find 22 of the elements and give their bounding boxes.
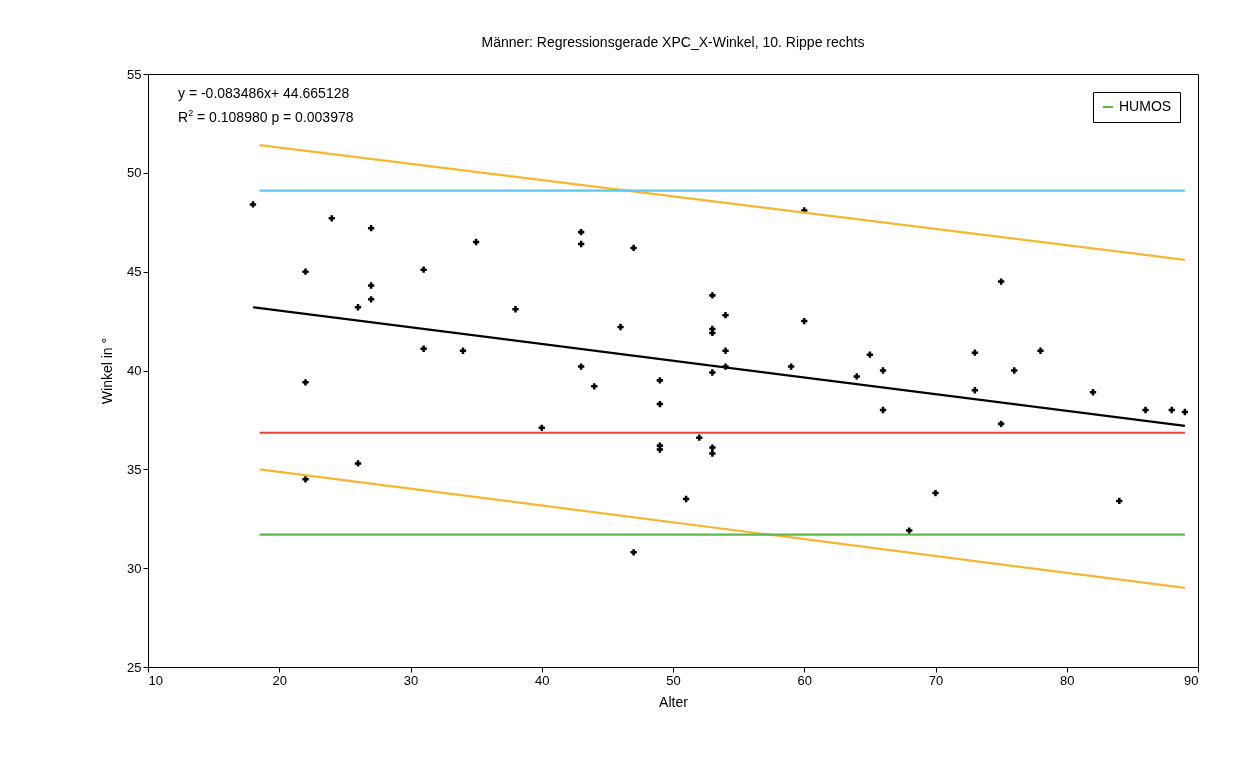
y-tick-label: 40 (127, 363, 142, 378)
chart-title: Männer: Regressionsgerade XPC_X-Winkel, 10. Rippe rechts (481, 34, 865, 50)
y-tick-label: 25 (127, 659, 142, 675)
x-tick-label: 70 (928, 672, 944, 688)
x-tick-label: 60 (797, 672, 812, 688)
x-tick-label: 20 (272, 672, 287, 688)
legend-label: HUMOS (1119, 98, 1172, 114)
y-tick-label: 30 (127, 560, 142, 576)
annotation: y = -0.083486x+ 44.665128 (178, 84, 350, 102)
x-axis-title: Alter (659, 693, 689, 710)
y-tick-label: 35 (127, 461, 142, 477)
x-tick-label: 50 (666, 672, 681, 688)
x-tick-label: 90 (1184, 672, 1199, 688)
x-tick-label: 30 (403, 672, 419, 688)
x-tick-label: 10 (148, 672, 163, 688)
x-tick-label: 80 (1060, 672, 1075, 688)
annotation: R$^{2}$ = 0.108980 p = 0.003978 (178, 107, 354, 126)
y-tick-label: 50 (127, 165, 142, 181)
y-axis-title: Winkel in ° (99, 337, 116, 405)
x-tick-label: 40 (535, 672, 550, 688)
y-tick-label: 45 (127, 264, 142, 280)
y-tick-label: 55 (127, 66, 142, 82)
